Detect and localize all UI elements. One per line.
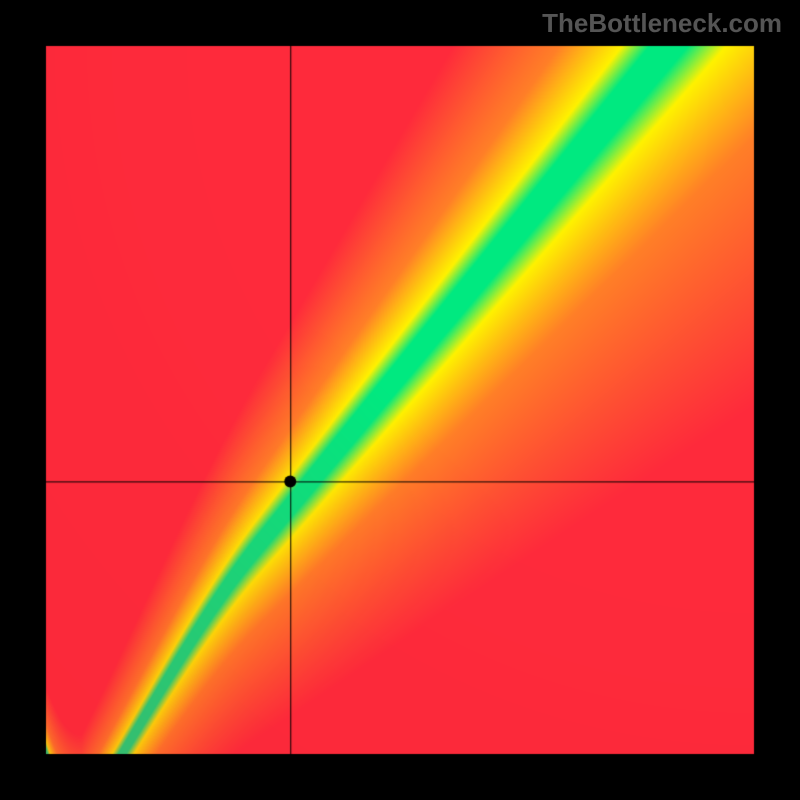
bottleneck-heatmap [0, 0, 800, 800]
watermark-text: TheBottleneck.com [542, 8, 782, 39]
